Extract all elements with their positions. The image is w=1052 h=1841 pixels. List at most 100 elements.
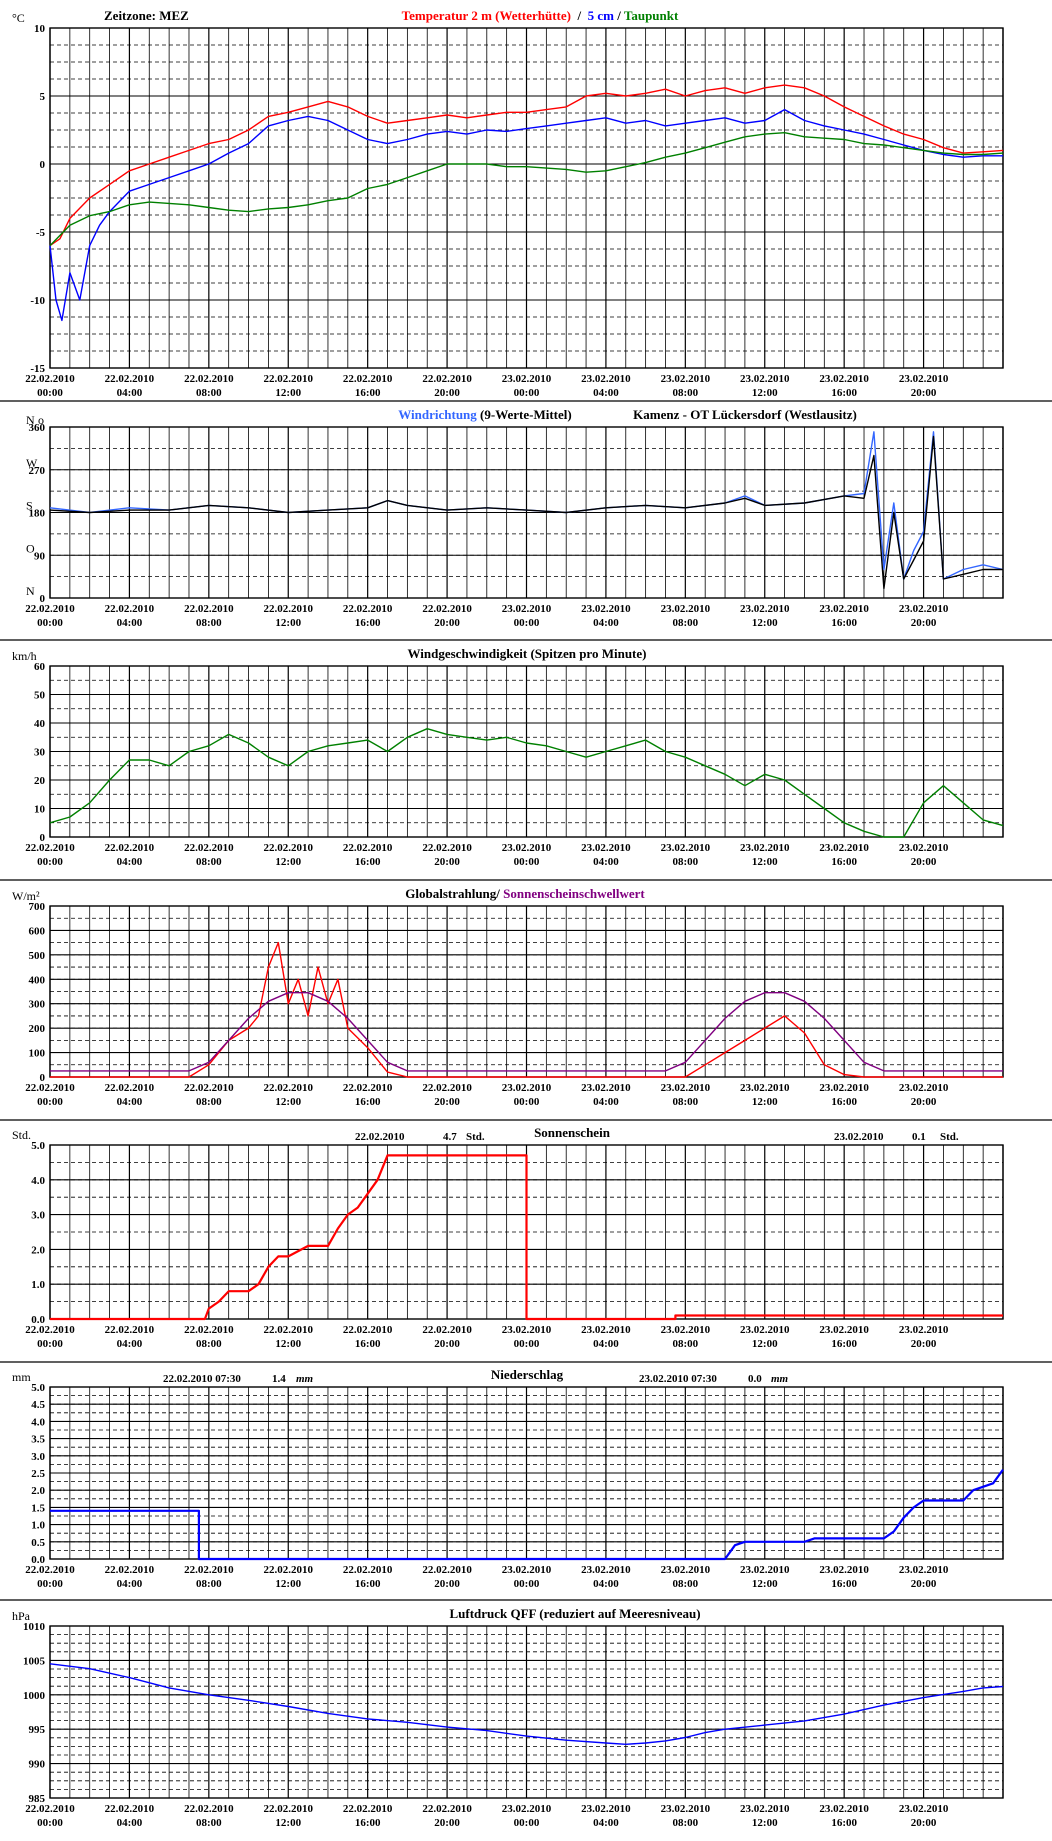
x-tick-time: 00:00	[514, 387, 540, 399]
x-tick-date: 23.02.2010	[502, 1082, 552, 1094]
unit-label: km/h	[12, 649, 37, 663]
annotation-unit: Std.	[940, 1131, 959, 1143]
x-tick-time: 20:00	[434, 1096, 460, 1108]
x-tick-time: 12:00	[752, 387, 778, 399]
x-tick-time: 04:00	[117, 387, 143, 399]
x-tick-time: 16:00	[831, 856, 857, 868]
y-tick-label: 4.0	[31, 1175, 45, 1187]
x-tick-date: 23.02.2010	[740, 373, 790, 385]
y-tick-label: -5	[36, 227, 46, 239]
series-line	[50, 941, 1003, 1078]
x-tick-time: 04:00	[593, 617, 619, 629]
y-tick-label: 30	[34, 747, 46, 759]
x-tick-time: 12:00	[275, 856, 301, 868]
x-tick-date: 22.02.2010	[422, 1564, 472, 1576]
x-tick-time: 04:00	[593, 1096, 619, 1108]
y-tick-label: 2.0	[31, 1485, 45, 1497]
x-tick-date: 23.02.2010	[740, 842, 790, 854]
x-tick-date: 22.02.2010	[184, 1564, 234, 1576]
x-tick-time: 04:00	[593, 1338, 619, 1350]
x-tick-date: 23.02.2010	[819, 842, 869, 854]
x-tick-date: 23.02.2010	[502, 1564, 552, 1576]
x-tick-time: 20:00	[911, 856, 937, 868]
x-tick-date: 23.02.2010	[899, 373, 949, 385]
y-tick-label: 5.0	[31, 1382, 45, 1394]
x-tick-time: 04:00	[593, 856, 619, 868]
annotation-date: 22.02.2010 07:30	[163, 1373, 241, 1385]
y-tick-label: 10	[34, 804, 46, 816]
x-tick-time: 16:00	[355, 1096, 381, 1108]
x-tick-date: 22.02.2010	[264, 1564, 314, 1576]
x-tick-date: 22.02.2010	[25, 373, 75, 385]
x-tick-time: 16:00	[831, 1338, 857, 1350]
x-tick-time: 04:00	[593, 387, 619, 399]
x-tick-date: 22.02.2010	[105, 842, 155, 854]
station-label: Kamenz - OT Lückersdorf (Westlausitz)	[633, 407, 857, 422]
x-tick-time: 00:00	[514, 1338, 540, 1350]
degree-mark: o	[38, 413, 44, 427]
x-tick-time: 00:00	[37, 1096, 63, 1108]
y-tick-label: 0.0	[31, 1554, 45, 1566]
annotation-value: 1.4	[272, 1373, 286, 1385]
x-tick-date: 23.02.2010	[899, 603, 949, 615]
x-tick-time: 08:00	[196, 1817, 222, 1829]
x-tick-time: 08:00	[196, 1338, 222, 1350]
x-tick-date: 22.02.2010	[422, 1803, 472, 1815]
x-tick-time: 12:00	[275, 617, 301, 629]
y-tick-label: 360	[29, 422, 46, 434]
x-tick-date: 22.02.2010	[422, 842, 472, 854]
x-tick-time: 00:00	[37, 1338, 63, 1350]
x-tick-date: 23.02.2010	[661, 1324, 711, 1336]
y-tick-label: 0.5	[31, 1537, 45, 1549]
x-tick-date: 22.02.2010	[343, 842, 393, 854]
x-tick-date: 23.02.2010	[581, 603, 631, 615]
x-tick-date: 23.02.2010	[581, 1803, 631, 1815]
x-tick-date: 22.02.2010	[105, 603, 155, 615]
x-tick-date: 22.02.2010	[25, 1082, 75, 1094]
x-tick-date: 23.02.2010	[819, 1082, 869, 1094]
x-tick-date: 23.02.2010	[661, 1564, 711, 1576]
y-tick-label: 0	[40, 832, 46, 844]
plot-frame	[49, 665, 1004, 838]
x-tick-time: 12:00	[275, 387, 301, 399]
x-tick-date: 22.02.2010	[25, 1324, 75, 1336]
y-tick-label: 1.5	[31, 1502, 45, 1514]
title-part: Niederschlag	[491, 1367, 564, 1382]
x-tick-date: 22.02.2010	[264, 373, 314, 385]
y-tick-label: 1000	[23, 1690, 46, 1702]
x-tick-date: 22.02.2010	[25, 842, 75, 854]
unit-label: W/m²	[12, 889, 40, 903]
x-tick-time: 20:00	[911, 1096, 937, 1108]
y-tick-label: 5.0	[31, 1140, 45, 1152]
x-tick-date: 22.02.2010	[343, 373, 393, 385]
unit-label: Std.	[12, 1128, 31, 1142]
y-tick-label: 1010	[23, 1621, 46, 1633]
title-part: Sonnenschein	[534, 1125, 611, 1140]
x-tick-time: 00:00	[37, 1578, 63, 1590]
x-tick-date: 22.02.2010	[422, 603, 472, 615]
compass-label: W	[26, 456, 38, 470]
series-line	[50, 1154, 1003, 1321]
x-tick-time: 08:00	[196, 387, 222, 399]
x-tick-date: 22.02.2010	[264, 842, 314, 854]
y-tick-label: 200	[29, 1023, 46, 1035]
y-tick-label: 0	[40, 1072, 46, 1084]
x-tick-date: 23.02.2010	[661, 373, 711, 385]
x-tick-time: 16:00	[355, 856, 381, 868]
chart-title: Windrichtung (9-Werte-Mittel)	[398, 407, 571, 422]
x-tick-date: 23.02.2010	[661, 842, 711, 854]
series-line	[49, 1663, 1004, 1745]
x-tick-date: 22.02.2010	[264, 603, 314, 615]
x-tick-time: 08:00	[672, 387, 698, 399]
x-tick-date: 23.02.2010	[581, 1564, 631, 1576]
x-tick-date: 23.02.2010	[581, 1324, 631, 1336]
y-tick-label: 20	[34, 775, 46, 787]
title-part: /	[614, 8, 624, 23]
x-tick-date: 22.02.2010	[343, 1803, 393, 1815]
y-tick-label: 0	[40, 159, 46, 171]
panel-global_radiation: 700 600 500 400 300 200 100 0 W/m² Globalstrahlun…	[0, 886, 1052, 1121]
x-tick-date: 23.02.2010	[661, 1082, 711, 1094]
x-tick-date: 22.02.2010	[105, 1564, 155, 1576]
x-tick-time: 08:00	[196, 1578, 222, 1590]
y-tick-label: 60	[34, 661, 46, 673]
